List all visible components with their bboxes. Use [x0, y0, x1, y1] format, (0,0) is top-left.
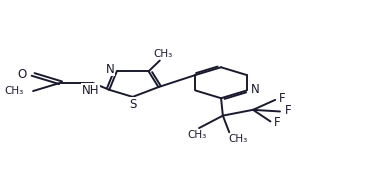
Text: CH₃: CH₃ — [154, 49, 173, 59]
Text: F: F — [279, 92, 285, 105]
Text: N: N — [251, 83, 260, 96]
Text: N: N — [106, 63, 115, 76]
Text: CH₃: CH₃ — [188, 130, 207, 140]
Text: S: S — [129, 97, 137, 111]
Text: F: F — [274, 116, 280, 129]
Text: CH₃: CH₃ — [5, 86, 24, 96]
Text: CH₃: CH₃ — [229, 134, 248, 144]
Text: O: O — [17, 68, 27, 81]
Text: F: F — [285, 104, 291, 117]
Text: NH: NH — [82, 84, 99, 97]
